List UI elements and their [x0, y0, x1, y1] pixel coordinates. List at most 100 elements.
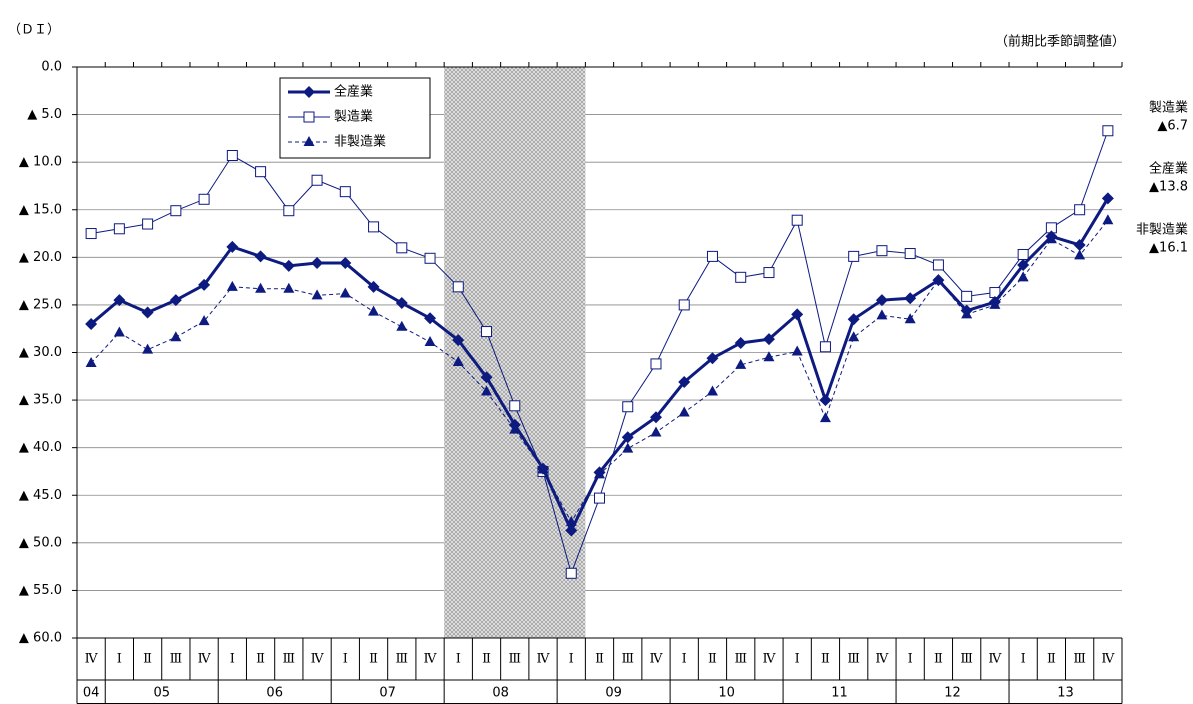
x-tick-label: Ⅳ — [85, 652, 99, 667]
data-point — [1074, 249, 1086, 260]
year-label: 05 — [153, 685, 170, 700]
year-label: 11 — [831, 685, 848, 700]
y-tick-label: ▲ 20.0 — [19, 250, 62, 265]
data-point — [762, 333, 775, 346]
x-tick-label: Ⅲ — [508, 652, 521, 667]
data-point — [170, 205, 182, 217]
data-point — [226, 280, 238, 291]
data-point — [85, 317, 98, 330]
data-point — [1102, 214, 1114, 225]
data-point — [368, 305, 380, 316]
data-point — [1017, 271, 1029, 282]
data-point — [508, 418, 521, 431]
x-tick-label: Ⅲ — [960, 652, 973, 667]
data-point — [1101, 192, 1114, 205]
x-tick-label: Ⅳ — [988, 652, 1002, 667]
x-tick-label: Ⅰ — [1021, 652, 1026, 667]
data-point — [904, 292, 917, 305]
x-tick-label: Ⅲ — [170, 652, 183, 667]
legend-marker — [303, 136, 315, 146]
data-point — [283, 205, 295, 217]
data-point — [819, 341, 831, 353]
series-line — [90, 197, 1110, 534]
x-tick-label: Ⅱ — [1047, 652, 1056, 667]
data-point — [537, 462, 550, 475]
data-point — [650, 358, 662, 370]
x-tick-label: Ⅳ — [1101, 652, 1115, 667]
data-point — [1102, 125, 1114, 137]
y-tick-label: ▲ 30.0 — [19, 345, 62, 360]
data-point — [706, 385, 718, 396]
data-point — [735, 271, 747, 283]
data-point — [649, 411, 662, 424]
data-point — [1074, 204, 1086, 216]
data-point — [848, 331, 860, 342]
series-line — [91, 130, 1109, 575]
x-tick-label: Ⅱ — [821, 652, 830, 667]
data-point — [735, 358, 747, 369]
x-tick-label: Ⅳ — [762, 652, 776, 667]
data-point — [960, 304, 973, 317]
x-tick-label: Ⅳ — [311, 652, 325, 667]
data-point — [819, 412, 831, 423]
data-point — [395, 297, 408, 310]
year-label: 08 — [492, 685, 509, 700]
data-point — [904, 313, 916, 324]
x-tick-label: Ⅰ — [117, 652, 122, 667]
data-point — [311, 289, 323, 300]
y-tick-label: ▲ 40.0 — [19, 440, 62, 455]
annotation-value: ▲16.1 — [1149, 241, 1188, 256]
year-label: 13 — [1057, 685, 1074, 700]
x-tick-label: Ⅱ — [256, 652, 265, 667]
y-tick-label: ▲ 60.0 — [19, 631, 62, 646]
data-point — [565, 524, 578, 537]
data-point — [198, 193, 210, 205]
legend-label: 製造業 — [334, 109, 373, 125]
annotation-value: ▲13.8 — [1149, 180, 1188, 195]
x-tick-label: Ⅰ — [230, 652, 235, 667]
year-label: 04 — [83, 685, 100, 700]
x-tick-label: Ⅳ — [649, 652, 663, 667]
data-point — [961, 290, 973, 302]
data-point — [142, 218, 154, 230]
data-point — [1017, 258, 1030, 271]
data-point — [282, 259, 295, 272]
data-point — [339, 287, 351, 298]
data-point — [1045, 230, 1058, 243]
data-point — [254, 250, 267, 263]
data-point — [142, 343, 154, 354]
data-point — [678, 406, 690, 417]
y-tick-label: 0.0 — [41, 60, 62, 75]
x-tick-label: Ⅲ — [1073, 652, 1086, 667]
data-point — [113, 294, 126, 307]
data-point — [876, 309, 888, 320]
data-point — [170, 331, 182, 342]
data-point — [255, 282, 267, 293]
annotation-name: 全産業 — [1149, 161, 1188, 177]
data-point — [734, 336, 747, 349]
x-tick-label: Ⅱ — [482, 652, 491, 667]
data-point — [480, 371, 493, 384]
data-point — [367, 280, 380, 293]
data-point — [113, 326, 125, 337]
data-point — [452, 334, 465, 347]
x-tick-label: Ⅲ — [283, 652, 296, 667]
data-point — [396, 242, 408, 254]
data-point — [621, 431, 634, 444]
data-point — [424, 336, 436, 347]
data-point — [650, 426, 662, 437]
data-point — [198, 315, 210, 326]
data-point — [339, 257, 352, 270]
unit-right: （前期比季節調整値） — [995, 34, 1125, 50]
data-point — [988, 296, 1001, 309]
data-point — [848, 250, 860, 262]
data-point — [311, 257, 324, 270]
legend-marker — [303, 86, 315, 98]
x-tick-label: Ⅲ — [734, 652, 747, 667]
data-point — [791, 214, 803, 226]
data-point — [791, 308, 804, 321]
x-tick-label: Ⅲ — [621, 652, 634, 667]
data-point — [452, 356, 464, 367]
